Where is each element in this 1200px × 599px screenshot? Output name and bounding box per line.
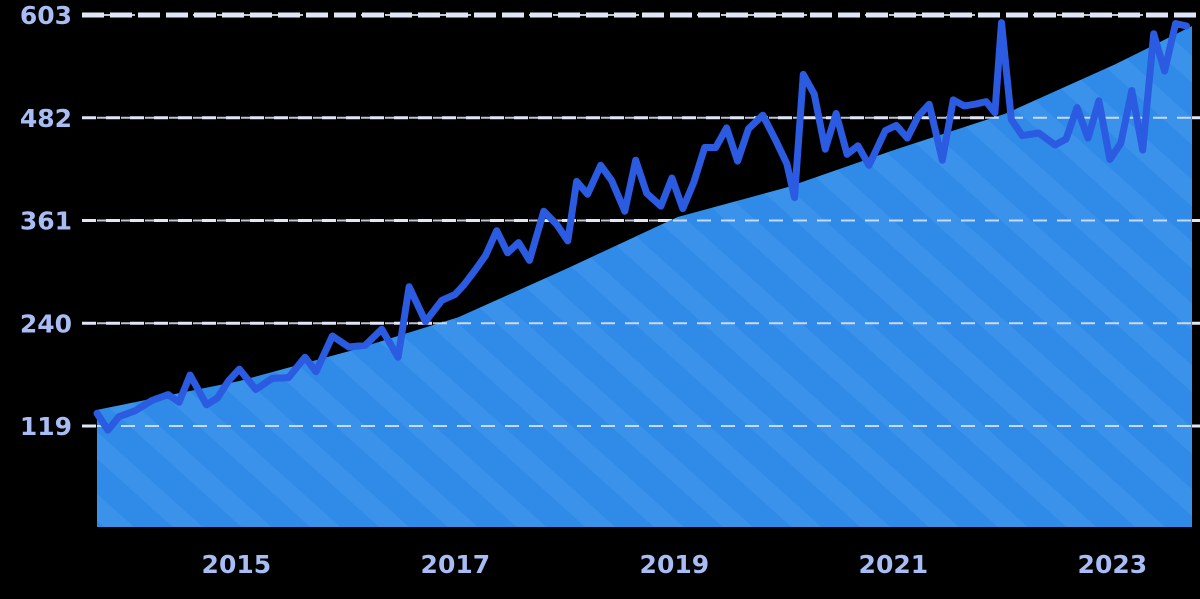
y-tick-label: 240 xyxy=(20,309,72,338)
y-tick-label: 482 xyxy=(20,104,72,133)
x-tick-label: 2017 xyxy=(421,550,491,579)
y-axis: 119 240 361 482 603 xyxy=(20,1,72,441)
grid-lines-overlay xyxy=(97,14,1200,427)
x-tick-label: 2023 xyxy=(1078,550,1148,579)
y-tick-label: 361 xyxy=(20,207,72,236)
value-line xyxy=(93,19,1190,434)
x-tick-label: 2015 xyxy=(202,550,272,579)
trend-area xyxy=(97,26,1192,527)
x-tick-label: 2019 xyxy=(640,550,710,579)
y-tick-label: 119 xyxy=(20,412,72,441)
x-axis: 2015 2017 2019 2021 2023 xyxy=(202,550,1148,579)
x-tick-label: 2021 xyxy=(859,550,929,579)
y-tick-label: 603 xyxy=(20,1,72,30)
